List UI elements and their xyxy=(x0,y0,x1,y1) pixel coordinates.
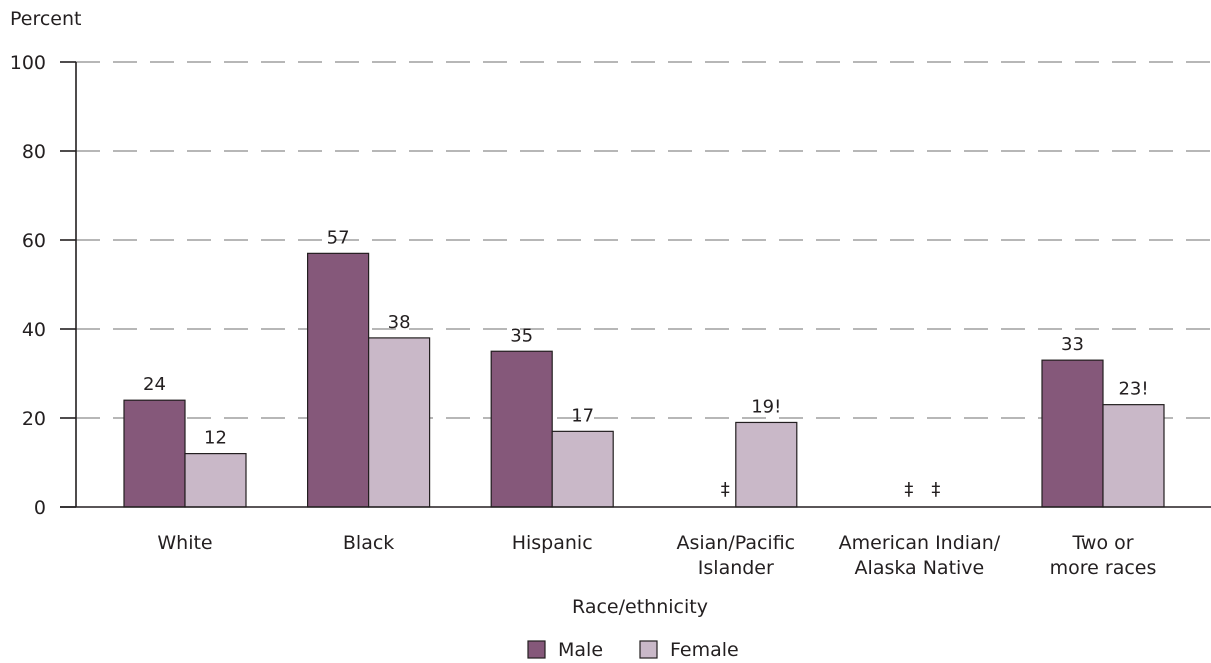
gridlines xyxy=(60,61,1211,508)
y-axis-label: Percent xyxy=(10,8,82,30)
legend-swatch-female xyxy=(639,640,658,659)
category-label: Black xyxy=(343,532,394,554)
bars xyxy=(123,252,1165,508)
data-label: 19! xyxy=(751,396,781,417)
data-labels: 24 12 57 38 35 17 ‡ 19! ‡ ‡ 33 23! xyxy=(143,227,1149,500)
legend-swatch-male xyxy=(527,640,546,659)
x-axis-label: Race/ethnicity xyxy=(572,596,708,618)
data-label-suppressed: ‡ xyxy=(721,479,730,500)
bar-female xyxy=(1102,404,1165,508)
data-label: 17 xyxy=(571,405,594,426)
y-tick-label: 40 xyxy=(22,319,46,341)
data-label-suppressed: ‡ xyxy=(904,479,913,500)
category-label: White xyxy=(157,532,212,554)
category-label: more races xyxy=(1050,557,1157,579)
x-tick-labels: White Black Hispanic Asian/Pacific Islander A… xyxy=(157,532,1156,579)
category-label: Two or xyxy=(1071,532,1133,554)
data-label: 38 xyxy=(388,312,411,333)
data-label: 33 xyxy=(1061,334,1084,355)
data-label-suppressed: ‡ xyxy=(931,479,940,500)
y-tick-label: 100 xyxy=(10,52,46,74)
bar-female xyxy=(735,421,798,508)
y-tick-label: 20 xyxy=(22,408,46,430)
y-tick-labels: 0 20 40 60 80 100 xyxy=(10,52,46,519)
bar-male xyxy=(123,399,186,508)
category-label: Islander xyxy=(698,557,774,579)
category-label: Hispanic xyxy=(512,532,593,554)
data-label: 12 xyxy=(204,428,227,449)
legend-label-female: Female xyxy=(670,639,739,661)
data-label: 57 xyxy=(327,227,350,248)
category-label: Asian/Pacific xyxy=(676,532,795,554)
bar-male xyxy=(490,350,553,508)
category-label: Alaska Native xyxy=(855,557,985,579)
bar-female xyxy=(368,337,431,508)
category-label: American Indian/ xyxy=(839,532,1001,554)
legend-label-male: Male xyxy=(558,639,603,661)
data-label: 24 xyxy=(143,374,166,395)
bar-male xyxy=(307,252,370,508)
bar-male xyxy=(1041,359,1104,508)
y-tick-label: 60 xyxy=(22,230,46,252)
bar-female xyxy=(184,453,247,508)
legend: Male Female xyxy=(527,639,739,661)
y-tick-label: 80 xyxy=(22,141,46,163)
bar-female xyxy=(551,430,614,508)
y-tick-label: 0 xyxy=(34,497,46,519)
data-label: 35 xyxy=(510,325,533,346)
data-label: 23! xyxy=(1118,379,1148,400)
